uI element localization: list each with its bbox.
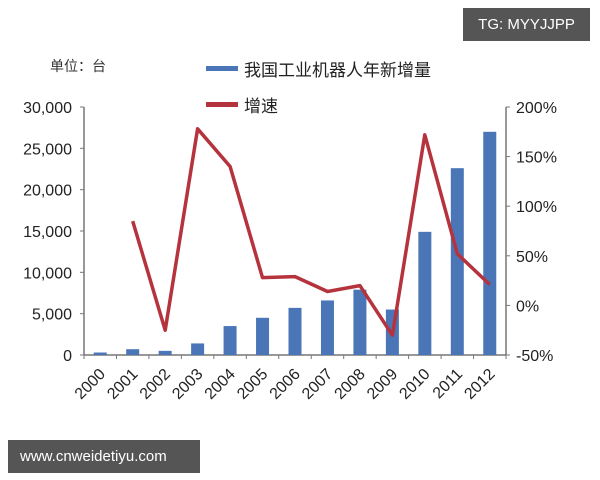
bar (483, 131, 497, 355)
legend-bar-swatch (206, 66, 238, 71)
x-axis-tick-label: 2007 (299, 366, 336, 403)
legend-line-label: 增速 (244, 97, 278, 117)
right-axis-tick-label: 150% (516, 150, 557, 167)
bar (418, 231, 432, 355)
left-axis-tick-label: 20,000 (23, 183, 72, 200)
x-axis-tick-label: 2000 (72, 366, 109, 403)
bar (288, 307, 302, 355)
legend-item-line: 增速 (206, 92, 278, 117)
right-axis-tick-label: 50% (516, 249, 548, 266)
right-axis-tick-label: 200% (516, 100, 557, 117)
x-axis-tick-label: 2008 (332, 366, 369, 403)
watermark-bottom-left: www.cnweidetiyu.com (8, 440, 200, 473)
x-axis-tick-label: 2005 (234, 366, 271, 403)
left-axis-tick-label: 5,000 (32, 307, 72, 324)
x-axis-tick-label: 2010 (396, 366, 433, 403)
legend-item-bar: 我国工业机器人年新增量 (206, 56, 431, 81)
x-axis-tick-label: 2003 (169, 366, 206, 403)
bar (353, 289, 367, 355)
bar (223, 326, 237, 355)
right-axis-tick-label: 100% (516, 199, 557, 216)
x-axis-tick-label: 2001 (104, 366, 141, 403)
left-axis-tick-label: 15,000 (23, 224, 72, 241)
x-axis-tick-label: 2011 (430, 366, 466, 402)
watermark-top-right: TG: MYYJJPP (463, 8, 590, 41)
left-axis-tick-label: 0 (63, 348, 72, 365)
x-axis-tick-label: 2004 (202, 366, 239, 403)
growth-line (131, 127, 492, 337)
x-axis-tick-label: 2012 (461, 366, 498, 403)
bar (450, 168, 464, 355)
x-axis-tick-label: 2006 (267, 366, 304, 403)
bar (191, 343, 205, 355)
bar (93, 352, 107, 355)
bar (256, 317, 270, 355)
left-axis-tick-label: 10,000 (23, 265, 72, 282)
right-axis-tick-label: -50% (516, 348, 553, 365)
x-axis-tick-label: 2002 (137, 366, 174, 403)
bar-series (93, 131, 497, 355)
bar (320, 300, 334, 355)
left-axis-tick-label: 30,000 (23, 100, 72, 117)
bar (158, 350, 172, 355)
x-axis-labels: 2000200120022003200420052006200720082009… (72, 366, 499, 403)
legend-line-swatch (206, 102, 238, 107)
bar (126, 349, 140, 355)
line-series (131, 127, 492, 337)
right-axis-tick-label: 0% (516, 298, 539, 315)
x-axis-tick-label: 2009 (364, 366, 401, 403)
bar (385, 309, 399, 355)
chart-axes: 0 5,000 10,000 15,000 20,000 25,000 30,000 -50%… (23, 100, 557, 365)
left-axis-tick-label: 25,000 (23, 141, 72, 158)
legend-bar-label: 我国工业机器人年新增量 (244, 61, 431, 81)
unit-label: 单位：台 (50, 59, 106, 75)
